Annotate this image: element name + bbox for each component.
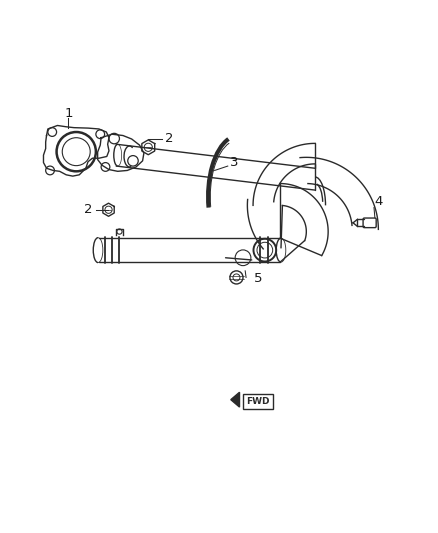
FancyBboxPatch shape <box>363 218 376 228</box>
Text: 1: 1 <box>64 107 73 120</box>
Text: FWD: FWD <box>246 397 270 406</box>
FancyBboxPatch shape <box>243 394 273 409</box>
Text: 2: 2 <box>84 203 92 216</box>
Text: 5: 5 <box>254 272 262 285</box>
Text: 3: 3 <box>230 156 239 169</box>
Polygon shape <box>231 392 240 407</box>
Text: 2: 2 <box>165 132 173 145</box>
Text: 4: 4 <box>374 196 382 208</box>
